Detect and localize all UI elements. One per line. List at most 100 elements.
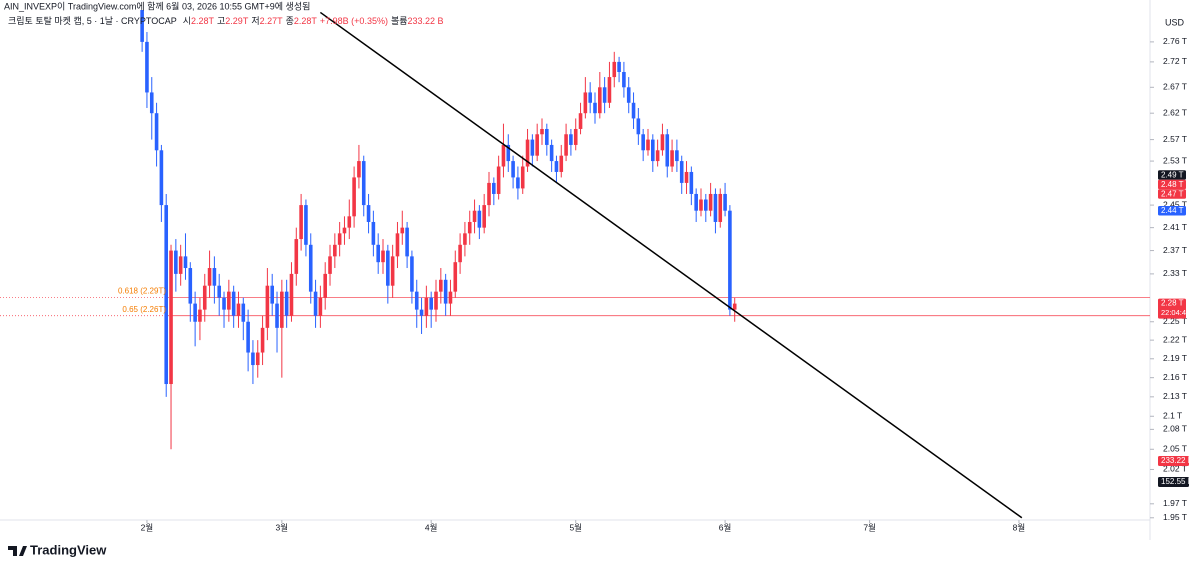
legend-key: 고 xyxy=(217,16,225,26)
candle-body xyxy=(337,233,342,245)
candle-body xyxy=(660,134,665,151)
candle-body xyxy=(453,262,458,292)
candle-body xyxy=(675,150,679,162)
candle-body xyxy=(617,61,621,72)
candle-body xyxy=(145,41,149,93)
y-tick-label: 2.41 T xyxy=(1163,222,1187,232)
volume-label-box xyxy=(1158,456,1189,466)
candle-body xyxy=(631,102,636,119)
candle-body xyxy=(535,134,539,156)
volume-label: 233.22 B xyxy=(1161,456,1193,465)
candle-body xyxy=(299,205,303,240)
legend-change: +7.98B (+0.35%) xyxy=(320,16,388,26)
candle-body xyxy=(366,205,371,222)
candle-body xyxy=(713,193,718,222)
logo: TradingView xyxy=(8,542,107,557)
candle-body xyxy=(602,87,607,103)
y-tick-label: 2.62 T xyxy=(1163,107,1187,117)
price-label: 2.49 T xyxy=(1161,170,1184,179)
brand: TradingView xyxy=(30,542,107,557)
candle-body xyxy=(525,139,530,167)
candle-body xyxy=(463,233,467,245)
price-label-box xyxy=(1158,189,1186,199)
y-tick-label: 2.45 T xyxy=(1163,199,1187,209)
candle-body xyxy=(149,92,154,114)
candle-body xyxy=(251,352,255,366)
y-tick-label: 2.25 T xyxy=(1163,316,1187,326)
y-tick-label: 2.33 T xyxy=(1163,268,1187,278)
fib-label: 0.65 (2.26T) xyxy=(122,305,166,314)
candle-body xyxy=(347,216,352,228)
legend-key: 시 xyxy=(183,16,191,26)
candle-body xyxy=(665,134,670,167)
logo-mark xyxy=(8,546,27,556)
candle-body xyxy=(655,150,660,162)
candle-body xyxy=(333,244,337,257)
price-label: 2.47 T xyxy=(1161,189,1184,198)
candle-body xyxy=(328,256,332,274)
x-tick-label: 6월 xyxy=(719,522,732,532)
y-tick-label: 1.95 T xyxy=(1163,512,1187,522)
candle-body xyxy=(270,285,275,304)
candle-body xyxy=(699,199,703,211)
price-countdown: 22:04:43 xyxy=(1161,308,1190,317)
candle-body xyxy=(704,199,708,211)
candle-body xyxy=(419,309,424,316)
x-tick-label: 3월 xyxy=(276,522,289,532)
trendline xyxy=(319,11,1023,519)
candle-body xyxy=(174,250,178,274)
candle-body xyxy=(323,273,327,298)
candle-body xyxy=(651,139,655,162)
price-label-box xyxy=(1158,179,1186,190)
candle-body xyxy=(472,210,477,222)
candle-body xyxy=(280,291,284,328)
y-tick-label: 2.53 T xyxy=(1163,155,1187,165)
candle-body xyxy=(439,279,443,292)
candle-body xyxy=(670,150,674,167)
plot-area xyxy=(0,10,1150,519)
candle-body xyxy=(178,256,183,274)
candle-body xyxy=(492,182,496,194)
candle-body xyxy=(467,221,472,234)
candle-body xyxy=(313,291,318,316)
candle-body xyxy=(260,327,265,353)
candle-body xyxy=(679,161,684,183)
candle-body xyxy=(540,128,544,135)
candle-body xyxy=(361,161,366,206)
candle-body xyxy=(304,205,308,245)
candle-body xyxy=(598,87,602,114)
candle-body xyxy=(554,161,559,172)
volume-label: 152.55 B xyxy=(1161,477,1193,486)
legend: 크립토 토탈 마켓 캡, 5 · 1날 · CRYPTOCAP 시2.28T 고2.… xyxy=(8,15,444,26)
candle-body xyxy=(395,233,400,257)
candle-body xyxy=(284,291,289,316)
candle-body xyxy=(400,227,405,234)
candle-body xyxy=(390,256,395,286)
y-tick-label: 2.72 T xyxy=(1163,56,1187,66)
candle-body xyxy=(458,244,462,263)
candle-body xyxy=(376,244,380,263)
candle-body xyxy=(275,303,279,328)
y-tick-label: 2.1 T xyxy=(1163,411,1182,421)
x-tick-label: 4월 xyxy=(425,522,438,532)
price-label-box xyxy=(1158,298,1186,319)
legend-key: 볼륨 xyxy=(391,16,408,26)
candle-body xyxy=(227,291,231,310)
candle-body xyxy=(496,166,501,194)
legend-value: 2.29T xyxy=(225,16,249,26)
candle-body xyxy=(684,171,689,183)
candle-body xyxy=(622,71,626,88)
candle-body xyxy=(646,139,650,151)
legend-key: 종 xyxy=(286,16,294,26)
candle-body xyxy=(718,193,723,222)
y-tick-label: 2.57 T xyxy=(1163,134,1187,144)
y-tick-label: 2.16 T xyxy=(1163,372,1187,382)
candle-body xyxy=(434,291,438,310)
candle-body xyxy=(255,352,260,366)
candle-body xyxy=(593,102,597,114)
symbol: 크립토 토탈 마켓 캡, 5 · 1날 · CRYPTOCAP xyxy=(8,15,177,26)
candle-body xyxy=(308,244,313,292)
candle-body xyxy=(164,205,169,385)
candle-body xyxy=(626,87,631,103)
